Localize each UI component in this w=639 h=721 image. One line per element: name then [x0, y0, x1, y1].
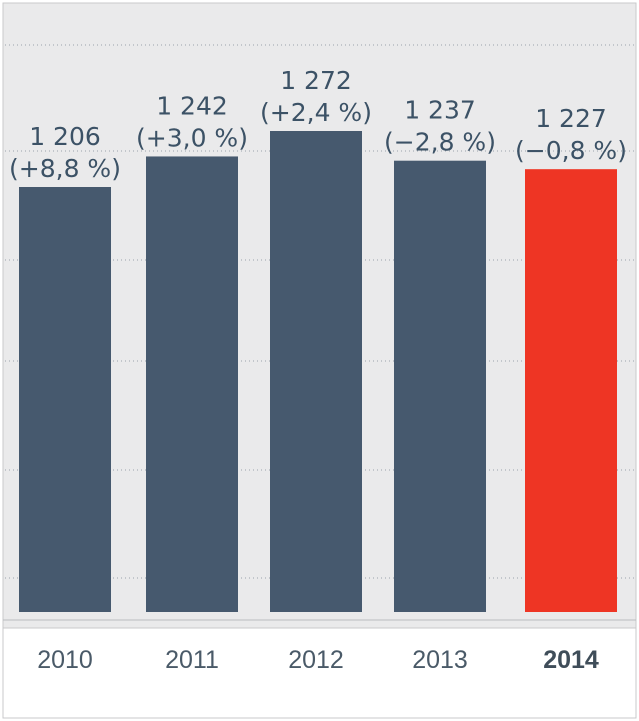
category-label-2012: 2012: [288, 646, 344, 674]
bar-2010: [19, 187, 111, 612]
category-label-2010: 2010: [37, 646, 93, 674]
value-label-2010: 1 206: [29, 122, 101, 151]
bar-2014: [525, 169, 617, 612]
value-label-2013: 1 237: [404, 96, 476, 125]
bar-2013: [394, 160, 486, 613]
change-label-2010: (+8,8 %): [9, 154, 121, 183]
value-label-2014: 1 227: [535, 104, 607, 133]
category-label-2013: 2013: [412, 646, 468, 674]
bar-2012: [270, 131, 362, 612]
category-label-2011: 2011: [165, 646, 219, 674]
category-label-2014: 2014: [543, 646, 599, 674]
bar-2011: [146, 156, 238, 613]
value-label-2012: 1 272: [280, 66, 352, 95]
category-axis-band: [2, 627, 637, 719]
change-label-2014: (−0,8 %): [515, 136, 627, 165]
change-label-2013: (−2,8 %): [384, 128, 496, 157]
change-label-2011: (+3,0 %): [136, 123, 248, 152]
change-label-2012: (+2,4 %): [260, 98, 372, 127]
value-label-2011: 1 242: [156, 91, 228, 120]
